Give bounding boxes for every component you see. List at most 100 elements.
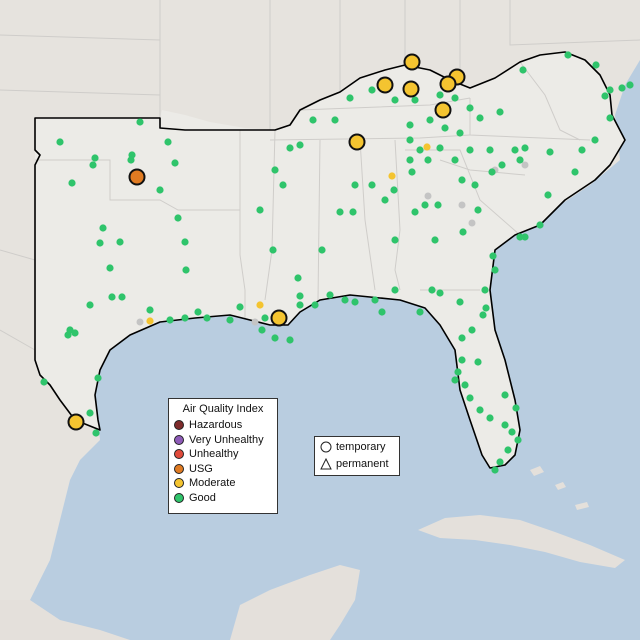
monitor-moderate[interactable] xyxy=(439,75,457,93)
sensor-good[interactable] xyxy=(279,181,287,189)
sensor-good[interactable] xyxy=(368,181,376,189)
sensor-good[interactable] xyxy=(431,236,439,244)
sensor-good[interactable] xyxy=(592,61,600,69)
monitor-moderate[interactable] xyxy=(402,80,420,98)
sensor-good[interactable] xyxy=(618,84,626,92)
sensor-good[interactable] xyxy=(296,301,304,309)
sensor-good[interactable] xyxy=(416,146,424,154)
sensor-good[interactable] xyxy=(489,252,497,260)
sensor-good[interactable] xyxy=(601,92,609,100)
sensor-good[interactable] xyxy=(391,236,399,244)
sensor-good[interactable] xyxy=(451,156,459,164)
sensor-good[interactable] xyxy=(428,286,436,294)
sensor-good[interactable] xyxy=(106,264,114,272)
sensor-good[interactable] xyxy=(164,138,172,146)
sensor-good[interactable] xyxy=(434,201,442,209)
monitor-usg[interactable] xyxy=(128,168,146,186)
sensor-good[interactable] xyxy=(466,146,474,154)
sensor-good[interactable] xyxy=(311,301,319,309)
sensor-good[interactable] xyxy=(156,186,164,194)
sensor-good[interactable] xyxy=(64,331,72,339)
sensor-good[interactable] xyxy=(536,221,544,229)
sensor-nodata[interactable] xyxy=(136,318,144,326)
sensor-good[interactable] xyxy=(296,292,304,300)
sensor-good[interactable] xyxy=(346,94,354,102)
sensor-good[interactable] xyxy=(336,208,344,216)
sensor-good[interactable] xyxy=(471,181,479,189)
sensor-good[interactable] xyxy=(406,121,414,129)
sensor-good[interactable] xyxy=(391,286,399,294)
sensor-good[interactable] xyxy=(182,266,190,274)
sensor-good[interactable] xyxy=(458,334,466,342)
sensor-good[interactable] xyxy=(203,314,211,322)
sensor-good[interactable] xyxy=(521,233,529,241)
sensor-good[interactable] xyxy=(127,156,135,164)
sensor-good[interactable] xyxy=(436,289,444,297)
sensor-good[interactable] xyxy=(421,201,429,209)
sensor-good[interactable] xyxy=(406,156,414,164)
sensor-nodata[interactable] xyxy=(458,201,466,209)
sensor-good[interactable] xyxy=(286,144,294,152)
sensor-good[interactable] xyxy=(544,191,552,199)
sensor-good[interactable] xyxy=(456,298,464,306)
sensor-good[interactable] xyxy=(468,326,476,334)
sensor-good[interactable] xyxy=(89,161,97,169)
monitor-moderate[interactable] xyxy=(434,101,452,119)
sensor-good[interactable] xyxy=(486,414,494,422)
sensor-good[interactable] xyxy=(578,146,586,154)
sensor-good[interactable] xyxy=(368,86,376,94)
sensor-good[interactable] xyxy=(71,329,79,337)
sensor-good[interactable] xyxy=(458,356,466,364)
sensor-good[interactable] xyxy=(504,446,512,454)
sensor-good[interactable] xyxy=(508,428,516,436)
sensor-good[interactable] xyxy=(481,286,489,294)
sensor-good[interactable] xyxy=(488,168,496,176)
sensor-good[interactable] xyxy=(181,238,189,246)
sensor-good[interactable] xyxy=(546,148,554,156)
sensor-good[interactable] xyxy=(181,314,189,322)
sensor-good[interactable] xyxy=(476,114,484,122)
sensor-moderate[interactable] xyxy=(388,172,396,180)
sensor-good[interactable] xyxy=(258,326,266,334)
sensor-good[interactable] xyxy=(591,136,599,144)
sensor-nodata[interactable] xyxy=(424,192,432,200)
sensor-good[interactable] xyxy=(91,154,99,162)
sensor-good[interactable] xyxy=(116,238,124,246)
sensor-good[interactable] xyxy=(371,296,379,304)
sensor-good[interactable] xyxy=(451,376,459,384)
sensor-good[interactable] xyxy=(479,311,487,319)
sensor-good[interactable] xyxy=(441,124,449,132)
sensor-good[interactable] xyxy=(516,233,524,241)
sensor-good[interactable] xyxy=(271,166,279,174)
sensor-good[interactable] xyxy=(331,116,339,124)
sensor-good[interactable] xyxy=(606,114,614,122)
sensor-good[interactable] xyxy=(501,391,509,399)
sensor-good[interactable] xyxy=(86,409,94,417)
sensor-good[interactable] xyxy=(466,394,474,402)
sensor-good[interactable] xyxy=(94,374,102,382)
sensor-good[interactable] xyxy=(341,296,349,304)
sensor-good[interactable] xyxy=(459,228,467,236)
sensor-good[interactable] xyxy=(118,293,126,301)
sensor-good[interactable] xyxy=(496,458,504,466)
sensor-good[interactable] xyxy=(309,116,317,124)
sensor-good[interactable] xyxy=(458,176,466,184)
sensor-good[interactable] xyxy=(136,118,144,126)
sensor-good[interactable] xyxy=(351,181,359,189)
sensor-good[interactable] xyxy=(491,266,499,274)
sensor-good[interactable] xyxy=(271,334,279,342)
sensor-good[interactable] xyxy=(226,316,234,324)
sensor-good[interactable] xyxy=(269,246,277,254)
sensor-good[interactable] xyxy=(99,224,107,232)
sensor-good[interactable] xyxy=(411,96,419,104)
sensor-good[interactable] xyxy=(626,81,634,89)
sensor-good[interactable] xyxy=(194,308,202,316)
sensor-good[interactable] xyxy=(512,404,520,412)
sensor-good[interactable] xyxy=(516,156,524,164)
sensor-good[interactable] xyxy=(296,141,304,149)
sensor-moderate[interactable] xyxy=(146,317,154,325)
sensor-good[interactable] xyxy=(436,144,444,152)
sensor-good[interactable] xyxy=(474,206,482,214)
sensor-good[interactable] xyxy=(501,421,509,429)
